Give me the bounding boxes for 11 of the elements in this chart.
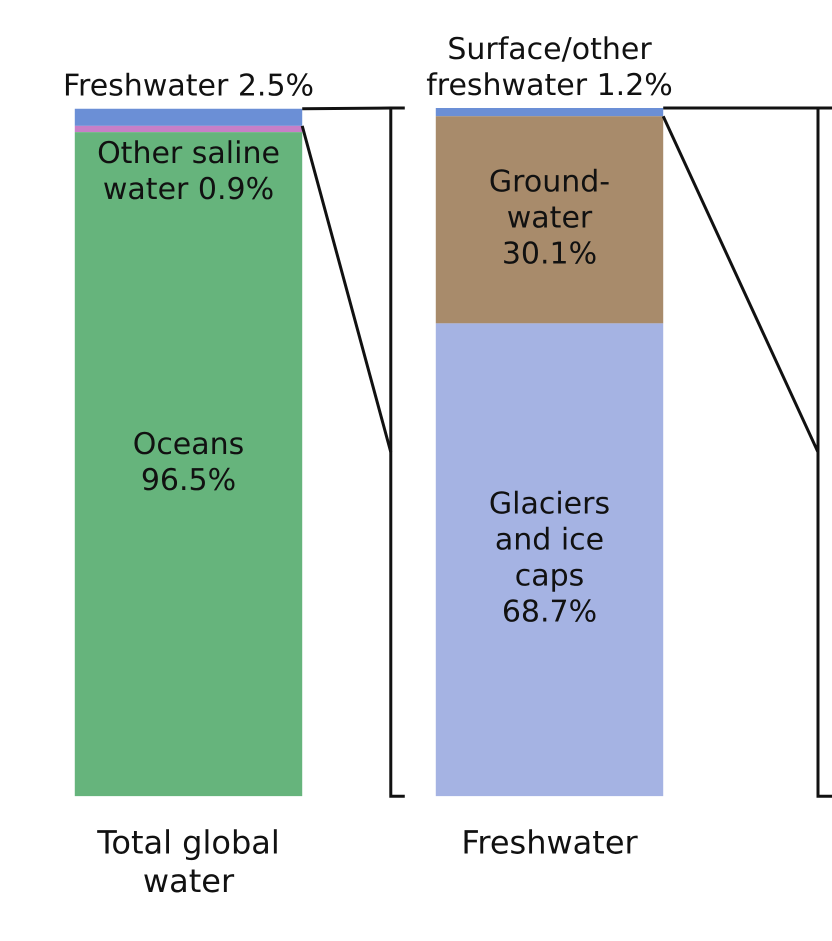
x-tick-label: Total global water: [96, 824, 280, 900]
data-label: 30.1%: [502, 236, 598, 272]
series-label: Oceans: [132, 426, 244, 462]
text: Surface/other freshwater 1.2%: [426, 32, 673, 103]
text: Other saline water 0.9%: [97, 136, 280, 207]
series-label: Glaciers and ice caps: [488, 486, 610, 594]
x-tick-label: Freshwater: [461, 824, 639, 862]
series-label: Ground-water: [488, 164, 610, 236]
text: Freshwater 2.5%: [62, 68, 314, 104]
data-label: 68.7%: [502, 594, 598, 630]
data-label: 96.5%: [140, 462, 236, 498]
